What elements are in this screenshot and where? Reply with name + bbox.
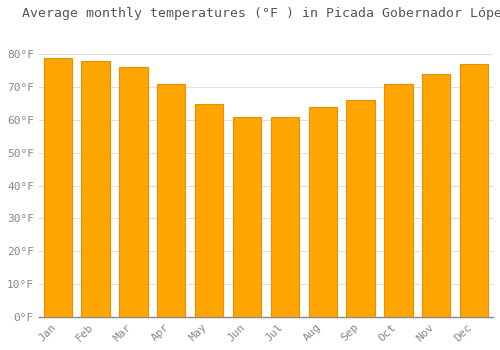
Bar [44, 58, 72, 317]
Bar [308, 107, 337, 317]
Bar [270, 117, 299, 317]
Bar [82, 61, 110, 317]
Bar [195, 104, 224, 317]
Bar [460, 64, 488, 317]
Bar [384, 84, 412, 317]
Bar [233, 117, 261, 317]
Bar [346, 100, 375, 317]
Title: Average monthly temperatures (°F ) in Picada Gobernador López: Average monthly temperatures (°F ) in Pi… [22, 7, 500, 20]
Bar [422, 74, 450, 317]
Bar [119, 68, 148, 317]
Bar [157, 84, 186, 317]
